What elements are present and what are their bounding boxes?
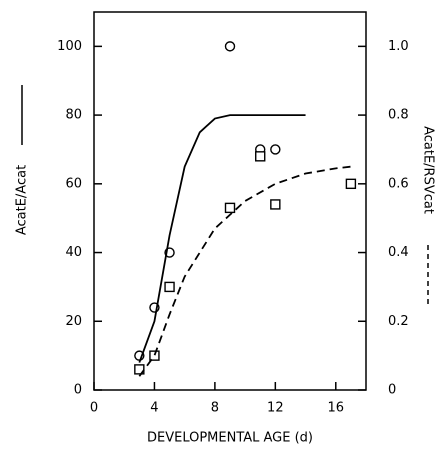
y2-tick-label: 0.6 (388, 176, 409, 191)
y-tick-label: 100 (57, 39, 82, 54)
point (270, 199, 281, 210)
x-tick-label: 12 (267, 401, 284, 416)
x-tick-label: 16 (328, 401, 345, 416)
y-tick-label: 40 (65, 245, 82, 260)
point (164, 281, 175, 293)
point (134, 364, 145, 375)
y2-tick-label: 0 (388, 383, 396, 398)
y-tick-label: 20 (65, 314, 82, 329)
y-tick-label: 0 (74, 383, 82, 398)
point (270, 144, 281, 155)
y2-axis-label: AcatE/RSVcat (421, 126, 436, 214)
point (255, 151, 266, 162)
x-axis-label: DEVELOPMENTAL AGE (d) (147, 431, 313, 446)
plot-frame (93, 11, 367, 391)
y-tick-label: 60 (65, 176, 82, 191)
fit-line (138, 114, 306, 363)
y2-tick-label: 0.8 (388, 108, 409, 123)
point (224, 202, 236, 214)
x-tick-label: 0 (90, 401, 98, 416)
fit-line (138, 165, 351, 377)
x-tick-label: 8 (211, 401, 219, 416)
y-axis-label: AcatE/Acat (15, 165, 30, 235)
point (149, 350, 160, 361)
y2-tick-label: 1.0 (388, 39, 409, 54)
point (345, 178, 357, 190)
x-tick-label: 4 (150, 401, 158, 416)
y2-tick-label: 0.4 (388, 245, 409, 260)
y2-tick-label: 0.2 (388, 314, 409, 329)
point (224, 41, 236, 52)
y-tick-label: 80 (65, 108, 82, 123)
